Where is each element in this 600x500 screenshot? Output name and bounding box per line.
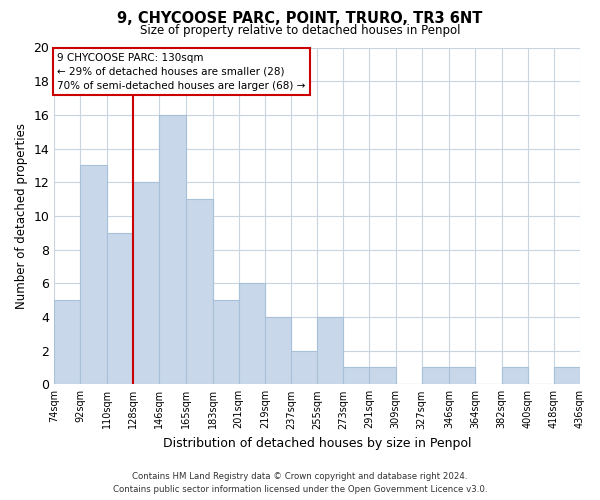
Y-axis label: Number of detached properties: Number of detached properties (15, 123, 28, 309)
Bar (449, 368, 475, 384)
Bar (317, 317, 343, 384)
Bar (343, 368, 370, 384)
Bar (554, 368, 580, 384)
Bar (80, 166, 107, 384)
Bar (502, 368, 528, 384)
Bar (422, 368, 449, 384)
Text: Size of property relative to detached houses in Penpol: Size of property relative to detached ho… (140, 24, 460, 37)
Bar (265, 317, 291, 384)
Text: Contains HM Land Registry data © Crown copyright and database right 2024.
Contai: Contains HM Land Registry data © Crown c… (113, 472, 487, 494)
Bar (133, 182, 159, 384)
Bar (291, 350, 317, 384)
Bar (107, 232, 133, 384)
Bar (239, 284, 265, 384)
Text: 9, CHYCOOSE PARC, POINT, TRURO, TR3 6NT: 9, CHYCOOSE PARC, POINT, TRURO, TR3 6NT (118, 11, 482, 26)
Bar (54, 300, 80, 384)
Bar (187, 199, 212, 384)
X-axis label: Distribution of detached houses by size in Penpol: Distribution of detached houses by size … (163, 437, 472, 450)
Bar (159, 115, 187, 384)
Bar (212, 300, 239, 384)
Text: 9 CHYCOOSE PARC: 130sqm
← 29% of detached houses are smaller (28)
70% of semi-de: 9 CHYCOOSE PARC: 130sqm ← 29% of detache… (57, 52, 305, 90)
Bar (370, 368, 395, 384)
